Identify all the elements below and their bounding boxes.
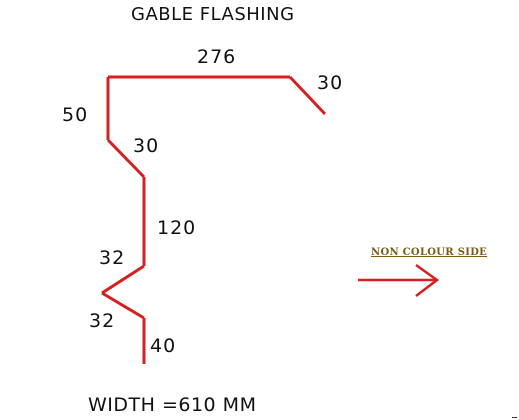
total-width-label: WIDTH =610 MM — [88, 394, 256, 416]
dimension-label-40: 40 — [150, 335, 176, 357]
segment-32-upper — [101, 264, 145, 295]
flashing-profile — [101, 75, 327, 364]
arrow-head — [415, 263, 440, 297]
dimension-label-50: 50 — [62, 104, 88, 126]
dimension-label-32-upper: 32 — [99, 247, 125, 269]
segment-30-offset — [106, 138, 146, 179]
diagram-title: GABLE FLASHING — [131, 4, 295, 25]
dimension-label-276: 276 — [197, 46, 236, 68]
dimension-label-32-lower: 32 — [89, 310, 115, 332]
arrow-right-icon — [358, 263, 440, 297]
corner-tick-mark — [512, 417, 517, 418]
non-colour-side-label: NON COLOUR SIDE — [371, 247, 487, 258]
dimension-label-120: 120 — [157, 217, 196, 239]
dimension-label-30-offset: 30 — [133, 135, 159, 157]
segment-32-lower — [101, 291, 145, 320]
dimension-label-30-top: 30 — [317, 72, 343, 94]
segment-30-top-return — [288, 75, 327, 116]
